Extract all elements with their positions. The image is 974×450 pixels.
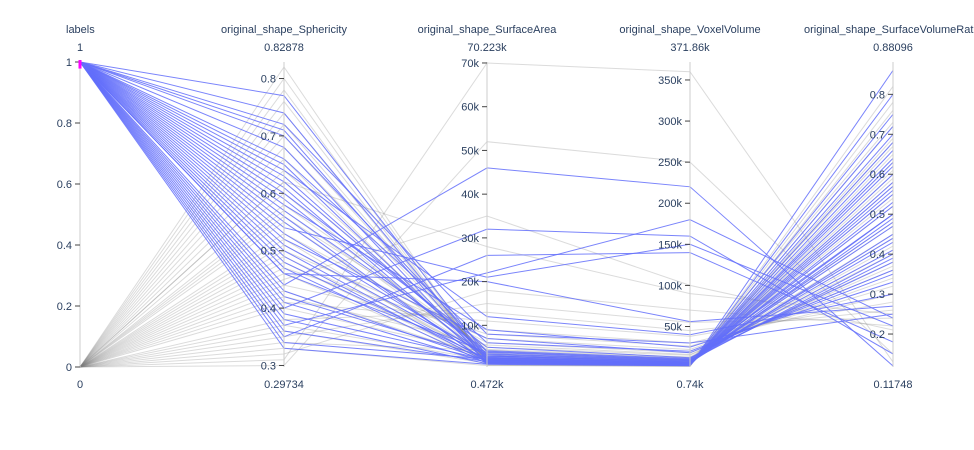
- axis-0[interactable]: labels 1 00 0.2 0.4 0.6 0.8 1: [57, 24, 96, 391]
- axis-tick-label: 70k: [461, 58, 479, 70]
- axis-tick-label: 0.7: [870, 129, 885, 141]
- axis-range-min: 0.11748: [874, 379, 913, 391]
- axis-tick-label: 0.8: [870, 89, 885, 101]
- axis-tick-label: 0.6: [261, 188, 276, 200]
- axis-tick-label: 50k: [664, 322, 682, 334]
- axis-range-max: 371.86k: [670, 42, 710, 54]
- axis-tick-label: 0.6: [57, 179, 72, 191]
- axis-tick-label: 150k: [658, 239, 682, 251]
- axis-tick-label: 1: [66, 57, 72, 69]
- axis-3[interactable]: original_shape_VoxelVolume 371.86k 0.74k 50…: [619, 24, 760, 391]
- axis-title: original_shape_SurfaceArea: [418, 24, 558, 36]
- axis-brush[interactable]: [78, 60, 82, 69]
- axis-tick-label: 0.3: [870, 289, 885, 301]
- axis-tick-label: 0.7: [261, 131, 276, 143]
- axis-tick-label: 60k: [461, 102, 479, 114]
- axes: labels 1 00 0.2 0.4 0.6 0.8 1 original_shape_Sph…: [57, 24, 974, 391]
- axis-2[interactable]: original_shape_SurfaceArea 70.223k 0.472k 1…: [418, 24, 558, 391]
- axis-1[interactable]: original_shape_Sphericity 0.82878 0.29734 0…: [221, 24, 347, 391]
- axis-tick-label: 0.6: [870, 169, 885, 181]
- axis-range-max: 70.223k: [467, 42, 507, 54]
- axis-tick-label: 0.8: [261, 74, 276, 86]
- axis-tick-label: 0.2: [870, 329, 885, 341]
- axis-range-min: 0.472k: [470, 379, 504, 391]
- axis-tick-label: 10k: [461, 320, 479, 332]
- axis-range-min: 0.74k: [677, 379, 704, 391]
- axis-tick-label: 300k: [658, 116, 682, 128]
- axis-tick-label: 0.5: [261, 246, 276, 258]
- axis-tick-label: 0.3: [261, 360, 276, 372]
- axis-tick-label: 0.8: [57, 118, 72, 130]
- axis-range-min: 0.29734: [264, 379, 304, 391]
- axis-tick-label: 100k: [658, 280, 682, 292]
- axis-range-max: 0.82878: [264, 42, 304, 54]
- axis-title: original_shape_VoxelVolume: [619, 24, 760, 36]
- axis-range-max: 0.88096: [873, 42, 913, 54]
- axis-tick-label: 200k: [658, 198, 682, 210]
- axis-tick-label: 350k: [658, 75, 682, 87]
- axis-title: labels: [66, 24, 95, 36]
- axis-tick-label: 30k: [461, 233, 479, 245]
- axis-tick-label: 0.5: [870, 209, 885, 221]
- axis-tick-label: 0.4: [57, 240, 72, 252]
- axis-title: original_shape_SurfaceVolumeRatio: [804, 24, 974, 36]
- axis-range-max: 1: [77, 42, 83, 54]
- axis-tick-label: 0.4: [261, 303, 276, 315]
- axis-4[interactable]: original_shape_SurfaceVolumeRatio 0.88096…: [804, 24, 974, 391]
- axis-tick-label: 20k: [461, 277, 479, 289]
- axis-title: original_shape_Sphericity: [221, 24, 347, 36]
- axis-tick-label: 40k: [461, 189, 479, 201]
- axis-tick-label: 250k: [658, 157, 682, 169]
- axis-tick-label: 0.2: [57, 301, 72, 313]
- axis-tick-label: 0: [66, 362, 72, 374]
- axis-tick-label: 0.4: [870, 249, 885, 261]
- axis-range-min: 0: [77, 379, 83, 391]
- axis-tick-label: 50k: [461, 145, 479, 157]
